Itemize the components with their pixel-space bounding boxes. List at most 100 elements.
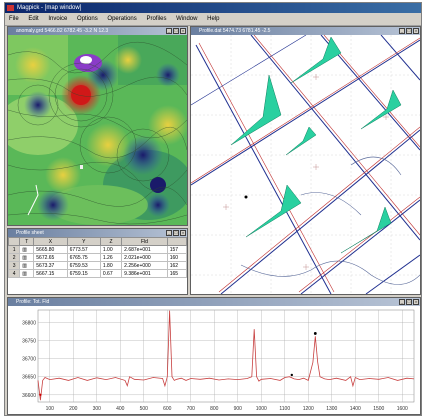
cell-extra[interactable]: 157 [166,245,187,254]
cell-t[interactable]: ▥ [19,253,35,262]
y-tick-label: 36800 [22,321,36,327]
profile-map-canvas[interactable] [191,35,420,294]
cell-x[interactable]: 5673.37 [33,261,68,270]
minimize-icon[interactable]: _ [166,230,172,236]
cell-fld[interactable]: 2.687e+001 [121,245,168,254]
row-index[interactable]: 1 [8,245,21,254]
profile-plot-window-titlebar[interactable]: Profile: Tot. Fld _ □ × [8,298,420,306]
close-icon[interactable]: × [413,28,419,34]
row-index[interactable]: 4 [8,269,21,278]
x-tick-label: 400 [116,406,125,412]
cell-t[interactable]: ▥ [19,245,35,254]
cell-extra[interactable]: 160 [166,253,187,262]
x-tick-label: 800 [210,406,219,412]
table-row[interactable]: 2 ▥ 5672.65 6765.75 1.26 2.021e+000 160 [8,253,187,262]
profile-map-window[interactable]: Profile.dat 5474.73 6781.45 -2.5 _ □ × [190,26,421,295]
cell-x[interactable]: 5665.80 [33,245,68,254]
start-marker [39,393,42,396]
profile-plot-window[interactable]: Profile: Tot. Fld _ □ × 100 200 300 400 500 6… [7,297,421,415]
minimize-icon[interactable]: _ [399,28,405,34]
total-field-chart: 100 200 300 400 500 600 700 800 900 1000 1100 1200 1… [22,309,415,412]
map-window-titlebar[interactable]: anomaly.grd 5466.82 6782.45 -3.2 N 12.3 … [8,27,187,35]
column-header-index[interactable] [8,237,21,246]
maximize-icon[interactable]: □ [406,299,412,305]
close-icon[interactable]: × [180,230,186,236]
y-tick-label: 36600 [22,393,36,399]
table-row[interactable]: 1 ▥ 5665.80 6773.57 1.00 2.687e+001 157 [8,245,187,254]
x-tick-label: 1600 [397,406,408,412]
table-header: T X Y Z Fld [8,237,187,246]
column-header-x[interactable]: X [33,237,68,246]
cell-z[interactable]: 0.67 [99,269,123,278]
menu-edit[interactable]: Edit [28,16,39,22]
column-header-z[interactable]: Z [99,237,123,246]
cell-x[interactable]: 5667.15 [33,269,68,278]
menu-window[interactable]: Window [176,16,198,22]
x-tick-label: 600 [163,406,172,412]
data-table[interactable]: T X Y Z Fld 1 ▥ 5665.80 6773.57 1.00 [8,237,187,278]
anomaly-map [8,35,187,225]
close-icon[interactable]: × [413,299,419,305]
maximize-icon[interactable]: □ [173,28,179,34]
table-row[interactable]: 3 ▥ 5673.37 6759.53 1.80 2.256e+000 162 [8,261,187,270]
table-body: T X Y Z Fld 1 ▥ 5665.80 6773.57 1.00 [8,237,187,294]
survey-lines-plot [191,35,420,294]
menu-bar: File Edit Invoice Options Operations Pro… [5,13,421,26]
x-tick-label: 200 [69,406,78,412]
y-tick-label: 36650 [22,375,36,381]
cell-z[interactable]: 1.80 [99,261,123,270]
profile-plot-area[interactable]: 100 200 300 400 500 600 700 800 900 1000 1100 1200 1… [8,306,420,414]
point-marker [290,373,293,377]
plot-frame [37,309,415,403]
y-tick-label: 36700 [22,357,36,363]
series-line [37,310,415,401]
minimize-icon[interactable]: _ [166,28,172,34]
x-tick-label: 1400 [350,406,361,412]
profile-map-window-titlebar[interactable]: Profile.dat 5474.73 6781.45 -2.5 _ □ × [191,27,420,35]
cell-fld[interactable]: 2.256e+000 [121,261,168,270]
table-window[interactable]: Profile sheet _ □ × T X Y Z Fld [7,228,188,295]
cell-t[interactable]: ▥ [19,261,35,270]
minimize-icon[interactable]: _ [399,299,405,305]
menu-operations[interactable]: Operations [107,16,137,22]
app-titlebar[interactable]: Magpick - [map window] [5,3,421,13]
cell-x[interactable]: 5672.65 [33,253,68,262]
x-tick-label: 1300 [326,406,337,412]
table-row[interactable]: 4 ▥ 5667.15 6759.15 0.67 9.386e+001 165 [8,269,187,278]
maximize-icon[interactable]: □ [406,28,412,34]
cell-extra[interactable]: 162 [166,261,187,270]
maximize-icon[interactable]: □ [173,230,179,236]
menu-options[interactable]: Options [77,16,98,22]
cell-extra[interactable]: 165 [166,269,187,278]
cell-fld[interactable]: 9.386e+001 [121,269,168,278]
cell-z[interactable]: 1.00 [99,245,123,254]
row-index[interactable]: 2 [8,253,21,262]
cell-y[interactable]: 6759.53 [66,261,101,270]
peak-marker [313,332,317,335]
cell-t[interactable]: ▥ [19,269,35,278]
column-header-y[interactable]: Y [66,237,101,246]
application-window: Magpick - [map window] File Edit Invoice… [4,2,422,416]
y-tick-label: 36750 [22,339,36,345]
cell-y[interactable]: 6759.15 [66,269,101,278]
menu-invoice[interactable]: Invoice [48,16,68,22]
column-header-t[interactable]: T [19,237,35,246]
cell-y[interactable]: 6765.75 [66,253,101,262]
map-canvas[interactable] [8,35,187,225]
table-window-titlebar[interactable]: Profile sheet _ □ × [8,229,187,237]
column-header-extra[interactable] [166,237,187,246]
menu-profiles[interactable]: Profiles [146,16,167,22]
app-icon [7,5,14,11]
menu-file[interactable]: File [9,16,19,22]
close-icon[interactable]: × [180,28,186,34]
cell-z[interactable]: 1.26 [99,253,123,262]
x-tick-label: 500 [140,406,149,412]
cell-y[interactable]: 6773.57 [66,245,101,254]
menu-help[interactable]: Help [207,16,220,22]
map-window[interactable]: anomaly.grd 5466.82 6782.45 -3.2 N 12.3 … [7,26,188,226]
row-index[interactable]: 3 [8,261,21,270]
table-window-title: Profile sheet [16,230,44,236]
x-tick-label: 300 [93,406,102,412]
column-header-fld[interactable]: Fld [121,237,168,246]
cell-fld[interactable]: 2.021e+000 [121,253,168,262]
